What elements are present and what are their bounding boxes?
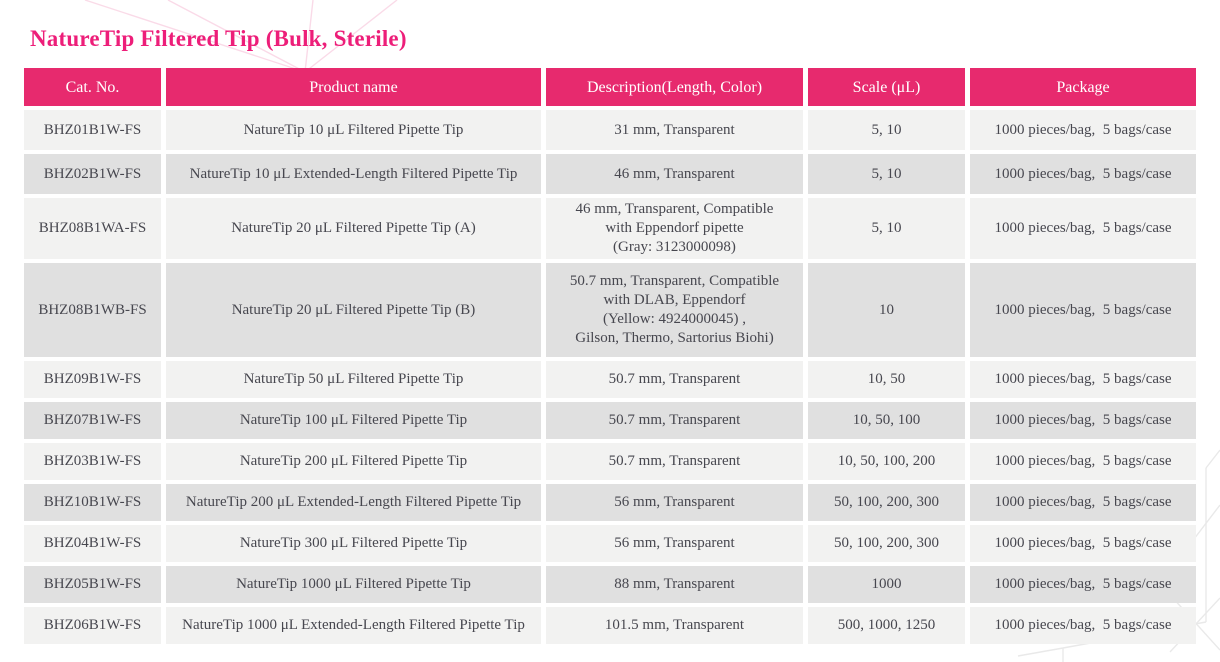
cell-product-name: NatureTip 1000 μL Filtered Pipette Tip: [166, 566, 541, 603]
cell-cat-no: BHZ09B1W-FS: [24, 361, 161, 398]
column-header-cat-no: Cat. No.: [24, 68, 161, 106]
table-row: BHZ01B1W-FS NatureTip 10 μL Filtered Pip…: [24, 110, 1196, 150]
cell-description: 50.7 mm, Transparent: [546, 402, 803, 439]
cell-package: 1000 pieces/bag, 5 bags/case: [970, 154, 1196, 194]
table-header-row: Cat. No. Product name Description(Length…: [24, 68, 1196, 106]
cell-product-name: NatureTip 20 μL Filtered Pipette Tip (B): [166, 263, 541, 357]
table-row: BHZ08B1WB-FS NatureTip 20 μL Filtered Pi…: [24, 263, 1196, 357]
cell-description: 56 mm, Transparent: [546, 525, 803, 562]
cell-package: 1000 pieces/bag, 5 bags/case: [970, 263, 1196, 357]
cell-scale: 5, 10: [808, 154, 965, 194]
cell-description: 56 mm, Transparent: [546, 484, 803, 521]
table-row: BHZ08B1WA-FS NatureTip 20 μL Filtered Pi…: [24, 198, 1196, 259]
column-header-package: Package: [970, 68, 1196, 106]
cell-scale: 1000: [808, 566, 965, 603]
cell-package: 1000 pieces/bag, 5 bags/case: [970, 525, 1196, 562]
column-header-scale: Scale (μL): [808, 68, 965, 106]
cell-scale: 10, 50, 100: [808, 402, 965, 439]
cell-package: 1000 pieces/bag, 5 bags/case: [970, 361, 1196, 398]
cell-cat-no: BHZ10B1W-FS: [24, 484, 161, 521]
cell-package: 1000 pieces/bag, 5 bags/case: [970, 484, 1196, 521]
cell-cat-no: BHZ05B1W-FS: [24, 566, 161, 603]
cell-scale: 50, 100, 200, 300: [808, 525, 965, 562]
cell-description: 88 mm, Transparent: [546, 566, 803, 603]
cell-product-name: NatureTip 50 μL Filtered Pipette Tip: [166, 361, 541, 398]
cell-package: 1000 pieces/bag, 5 bags/case: [970, 566, 1196, 603]
cell-product-name: NatureTip 10 μL Extended-Length Filtered…: [166, 154, 541, 194]
cell-description: 50.7 mm, Transparent, Compatible with DL…: [546, 263, 803, 357]
cell-cat-no: BHZ04B1W-FS: [24, 525, 161, 562]
cell-product-name: NatureTip 300 μL Filtered Pipette Tip: [166, 525, 541, 562]
table-row: BHZ09B1W-FS NatureTip 50 μL Filtered Pip…: [24, 361, 1196, 398]
cell-description: 31 mm, Transparent: [546, 110, 803, 150]
cell-package: 1000 pieces/bag, 5 bags/case: [970, 443, 1196, 480]
table-row: BHZ04B1W-FS NatureTip 300 μL Filtered Pi…: [24, 525, 1196, 562]
cell-cat-no: BHZ06B1W-FS: [24, 607, 161, 644]
column-header-product-name: Product name: [166, 68, 541, 106]
cell-cat-no: BHZ08B1WA-FS: [24, 198, 161, 259]
cell-scale: 5, 10: [808, 110, 965, 150]
cell-cat-no: BHZ02B1W-FS: [24, 154, 161, 194]
cell-product-name: NatureTip 200 μL Filtered Pipette Tip: [166, 443, 541, 480]
table-row: BHZ07B1W-FS NatureTip 100 μL Filtered Pi…: [24, 402, 1196, 439]
table-row: BHZ05B1W-FS NatureTip 1000 μL Filtered P…: [24, 566, 1196, 603]
cell-package: 1000 pieces/bag, 5 bags/case: [970, 110, 1196, 150]
cell-scale: 5, 10: [808, 198, 965, 259]
page-title: NatureTip Filtered Tip (Bulk, Sterile): [30, 26, 407, 51]
cell-product-name: NatureTip 1000 μL Extended-Length Filter…: [166, 607, 541, 644]
cell-description: 50.7 mm, Transparent: [546, 361, 803, 398]
cell-scale: 10, 50, 100, 200: [808, 443, 965, 480]
table-row: BHZ06B1W-FS NatureTip 1000 μL Extended-L…: [24, 607, 1196, 644]
cell-scale: 10: [808, 263, 965, 357]
cell-product-name: NatureTip 10 μL Filtered Pipette Tip: [166, 110, 541, 150]
table-row: BHZ02B1W-FS NatureTip 10 μL Extended-Len…: [24, 154, 1196, 194]
product-table: Cat. No. Product name Description(Length…: [24, 68, 1196, 648]
cell-package: 1000 pieces/bag, 5 bags/case: [970, 402, 1196, 439]
cell-package: 1000 pieces/bag, 5 bags/case: [970, 198, 1196, 259]
table-body: BHZ01B1W-FS NatureTip 10 μL Filtered Pip…: [24, 110, 1196, 644]
cell-cat-no: BHZ08B1WB-FS: [24, 263, 161, 357]
cell-description: 46 mm, Transparent: [546, 154, 803, 194]
cell-cat-no: BHZ01B1W-FS: [24, 110, 161, 150]
cell-description: 46 mm, Transparent, Compatible with Eppe…: [546, 198, 803, 259]
cell-product-name: NatureTip 20 μL Filtered Pipette Tip (A): [166, 198, 541, 259]
cell-scale: 500, 1000, 1250: [808, 607, 965, 644]
cell-scale: 50, 100, 200, 300: [808, 484, 965, 521]
table-row: BHZ03B1W-FS NatureTip 200 μL Filtered Pi…: [24, 443, 1196, 480]
table-row: BHZ10B1W-FS NatureTip 200 μL Extended-Le…: [24, 484, 1196, 521]
cell-description: 50.7 mm, Transparent: [546, 443, 803, 480]
cell-cat-no: BHZ07B1W-FS: [24, 402, 161, 439]
cell-description: 101.5 mm, Transparent: [546, 607, 803, 644]
cell-package: 1000 pieces/bag, 5 bags/case: [970, 607, 1196, 644]
cell-product-name: NatureTip 200 μL Extended-Length Filtere…: [166, 484, 541, 521]
cell-cat-no: BHZ03B1W-FS: [24, 443, 161, 480]
column-header-description: Description(Length, Color): [546, 68, 803, 106]
cell-scale: 10, 50: [808, 361, 965, 398]
cell-product-name: NatureTip 100 μL Filtered Pipette Tip: [166, 402, 541, 439]
